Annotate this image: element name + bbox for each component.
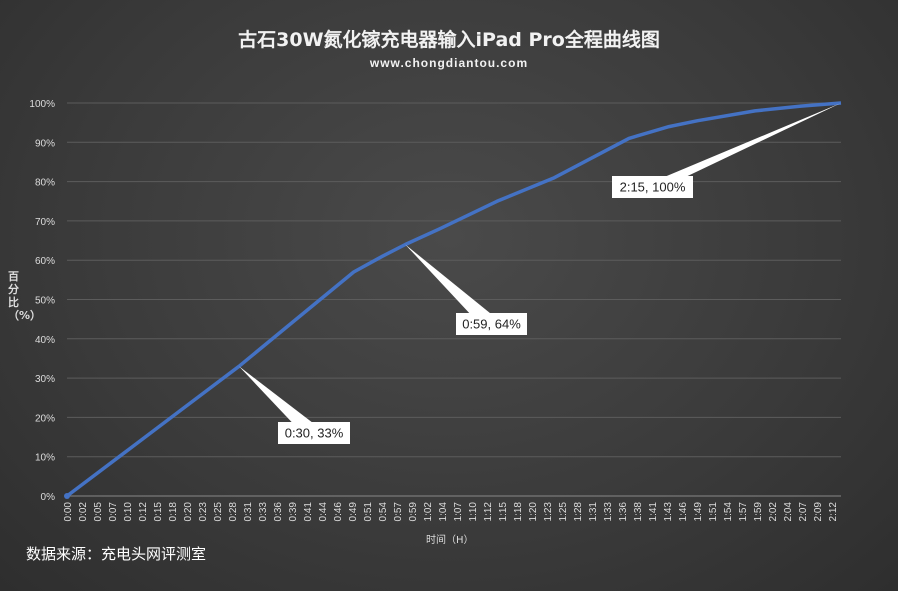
x-tick-label: 1:38 <box>633 502 644 522</box>
x-tick-label: 2:09 <box>813 502 824 522</box>
x-tick-label: 0:44 <box>318 502 329 522</box>
y-tick-label: 30% <box>35 374 55 385</box>
x-tick-label: 1:02 <box>423 502 434 522</box>
y-tick-label: 50% <box>35 296 55 307</box>
x-axis-label: 时间（H） <box>426 535 474 546</box>
x-tick-label: 1:31 <box>588 502 599 522</box>
y-tick-label: 40% <box>35 335 55 346</box>
x-tick-label: 0:28 <box>228 502 239 522</box>
callout-pointer <box>405 244 504 324</box>
x-tick-label: 2:12 <box>828 502 839 522</box>
x-tick-label: 0:33 <box>258 502 269 522</box>
x-tick-label: 1:04 <box>438 502 449 522</box>
x-tick-label: 1:12 <box>483 502 494 522</box>
x-tick-label: 0:39 <box>288 502 299 522</box>
x-tick-label: 0:05 <box>93 502 104 522</box>
x-tick-label: 1:07 <box>453 502 464 522</box>
x-tick-label: 1:43 <box>663 502 674 522</box>
x-tick-label: 0:54 <box>378 502 389 522</box>
x-tick-label: 2:07 <box>798 502 809 522</box>
y-tick-label: 0% <box>41 492 56 503</box>
callout-label: 0:30, 33% <box>285 426 344 441</box>
x-tick-label: 1:33 <box>603 502 614 522</box>
x-tick-label: 1:25 <box>558 502 569 522</box>
data-point <box>64 493 70 499</box>
y-tick-label: 20% <box>35 413 55 424</box>
x-tick-label: 0:15 <box>153 502 164 522</box>
series-line <box>65 101 842 498</box>
x-tick-label: 1:36 <box>618 502 629 522</box>
y-tick-label: 10% <box>35 453 55 464</box>
y-tick-label: 90% <box>35 138 55 149</box>
x-tick-label: 0:31 <box>243 502 254 522</box>
x-tick-label: 2:02 <box>768 502 779 522</box>
x-tick-label: 0:46 <box>333 502 344 522</box>
callout-box <box>278 422 350 444</box>
x-tick-label: 1:41 <box>648 502 659 522</box>
callout-label: 0:59, 64% <box>462 317 521 332</box>
chart-subtitle: www.chongdiantou.com <box>369 56 529 70</box>
x-tick-label: 1:28 <box>573 502 584 522</box>
x-tick-label: 0:41 <box>303 502 314 522</box>
x-tick-label: 2:04 <box>783 502 794 522</box>
y-tick-label: 100% <box>29 99 55 110</box>
y-tick-label: 70% <box>35 217 55 228</box>
x-tick-label: 0:36 <box>273 502 284 522</box>
x-tick-label: 1:59 <box>753 502 764 522</box>
callout-box <box>612 176 693 198</box>
x-tick-label: 0:07 <box>108 502 119 522</box>
x-tick-label: 0:49 <box>348 502 359 522</box>
x-tick-label: 1:20 <box>528 502 539 522</box>
callout-pointer <box>640 103 841 187</box>
x-tick-label: 0:18 <box>168 502 179 522</box>
callout-label: 2:15, 100% <box>620 180 686 195</box>
x-tick-label: 0:10 <box>123 502 134 522</box>
x-tick-label: 1:10 <box>468 502 479 522</box>
x-tick-label: 1:46 <box>678 502 689 522</box>
x-tick-label: 1:15 <box>498 502 509 522</box>
x-tick-label: 0:51 <box>363 502 374 522</box>
x-tick-label: 0:23 <box>198 502 209 522</box>
data-source: 数据来源：充电头网评测室 <box>26 545 207 563</box>
x-tick-label: 1:51 <box>708 502 719 522</box>
x-tick-label: 0:25 <box>213 502 224 522</box>
x-tick-label: 1:18 <box>513 502 524 522</box>
x-tick-label: 0:57 <box>393 502 404 522</box>
x-tick-label: 0:00 <box>63 502 74 522</box>
callout-pointer <box>239 366 326 433</box>
y-tick-label: 80% <box>35 178 55 189</box>
x-tick-label: 1:57 <box>738 502 749 522</box>
x-tick-label: 1:54 <box>723 502 734 522</box>
chart-title: 古石30W氮化镓充电器输入iPad Pro全程曲线图 <box>238 29 660 51</box>
y-tick-label: 60% <box>35 256 55 267</box>
x-tick-label: 1:49 <box>693 502 704 522</box>
callout-box <box>456 313 527 335</box>
x-tick-label: 0:12 <box>138 502 149 522</box>
x-tick-label: 1:23 <box>543 502 554 522</box>
x-tick-label: 0:02 <box>78 502 89 522</box>
x-tick-label: 0:59 <box>408 502 419 522</box>
x-tick-label: 0:20 <box>183 502 194 522</box>
